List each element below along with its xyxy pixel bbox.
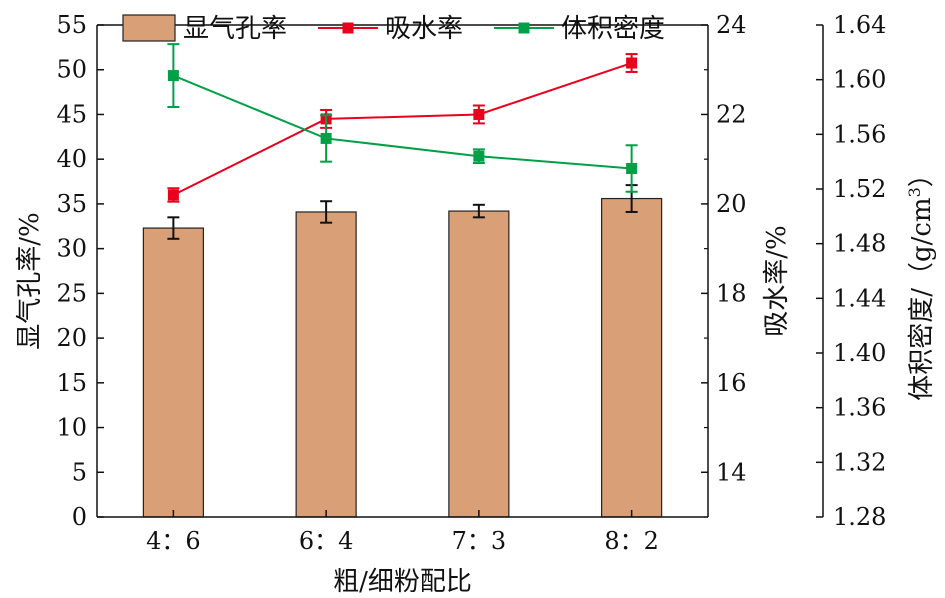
right1-tick-label: 16 xyxy=(716,369,747,397)
bar-0 xyxy=(142,227,204,518)
right1-tick-label: 20 xyxy=(716,190,747,218)
left-tick-label: 15 xyxy=(56,369,87,397)
x-tick-label: 8：2 xyxy=(604,527,659,555)
legend-swatch-marker-1 xyxy=(342,22,354,34)
x-tick-label: 7：3 xyxy=(452,527,507,555)
x-axis-title: 粗/细粉配比 xyxy=(333,567,472,597)
right1-tick-label: 14 xyxy=(716,458,747,486)
left-tick-label: 30 xyxy=(56,235,87,263)
right1-tick-label: 24 xyxy=(716,11,747,39)
right2-tick-label: 1.56 xyxy=(833,120,886,148)
bar-2 xyxy=(448,210,510,518)
left-tick-label: 0 xyxy=(72,503,87,531)
right1-axis-title: 吸水率/% xyxy=(762,225,792,336)
legend-label: 体积密度 xyxy=(561,14,665,44)
right2-tick-label: 1.48 xyxy=(833,230,886,258)
bar-3 xyxy=(601,197,663,518)
series-point-吸水率-0 xyxy=(167,189,179,201)
series-point-吸水率-3 xyxy=(626,57,638,69)
left-tick-label: 25 xyxy=(56,279,87,307)
left-tick-label: 45 xyxy=(56,100,87,128)
x-tick-label: 6：4 xyxy=(299,527,354,555)
left-tick-label: 5 xyxy=(72,458,87,486)
legend-label: 显气孔率 xyxy=(183,14,287,44)
series-point-体积密度-0 xyxy=(167,70,179,82)
x-tick-label: 4：6 xyxy=(146,527,201,555)
series-point-体积密度-3 xyxy=(626,163,638,174)
legend-swatch-marker-2 xyxy=(518,22,530,34)
left-tick-label: 20 xyxy=(56,324,87,352)
right2-tick-label: 1.36 xyxy=(833,394,886,422)
legend-label: 吸水率 xyxy=(385,14,463,44)
right2-tick-label: 1.52 xyxy=(833,175,886,203)
left-tick-label: 40 xyxy=(56,145,87,173)
left-tick-label: 10 xyxy=(56,414,87,442)
series-line-体积密度 xyxy=(172,74,632,170)
left-tick-label: 50 xyxy=(56,56,87,84)
left-tick-label: 35 xyxy=(56,190,87,218)
right2-tick-label: 1.64 xyxy=(833,11,886,39)
left-tick-label: 55 xyxy=(56,11,87,39)
series-point-体积密度-1 xyxy=(320,132,332,144)
right2-tick-label: 1.40 xyxy=(833,339,886,367)
right2-tick-label: 1.44 xyxy=(833,284,886,312)
series-point-体积密度-2 xyxy=(473,150,485,162)
right2-tick-label: 1.32 xyxy=(833,448,886,476)
series-point-吸水率-2 xyxy=(473,108,485,120)
right2-axis-title: 体积密度/（g/cm3） xyxy=(905,161,937,401)
left-axis-title: 显气孔率/% xyxy=(15,212,45,349)
right1-tick-label: 22 xyxy=(716,100,747,128)
right1-tick-label: 18 xyxy=(716,279,747,307)
legend-swatch-bar xyxy=(122,14,176,42)
right2-tick-label: 1.28 xyxy=(833,503,886,531)
bar-1 xyxy=(295,211,357,518)
right2-tick-label: 1.60 xyxy=(833,66,886,94)
series-line-吸水率 xyxy=(172,62,632,196)
